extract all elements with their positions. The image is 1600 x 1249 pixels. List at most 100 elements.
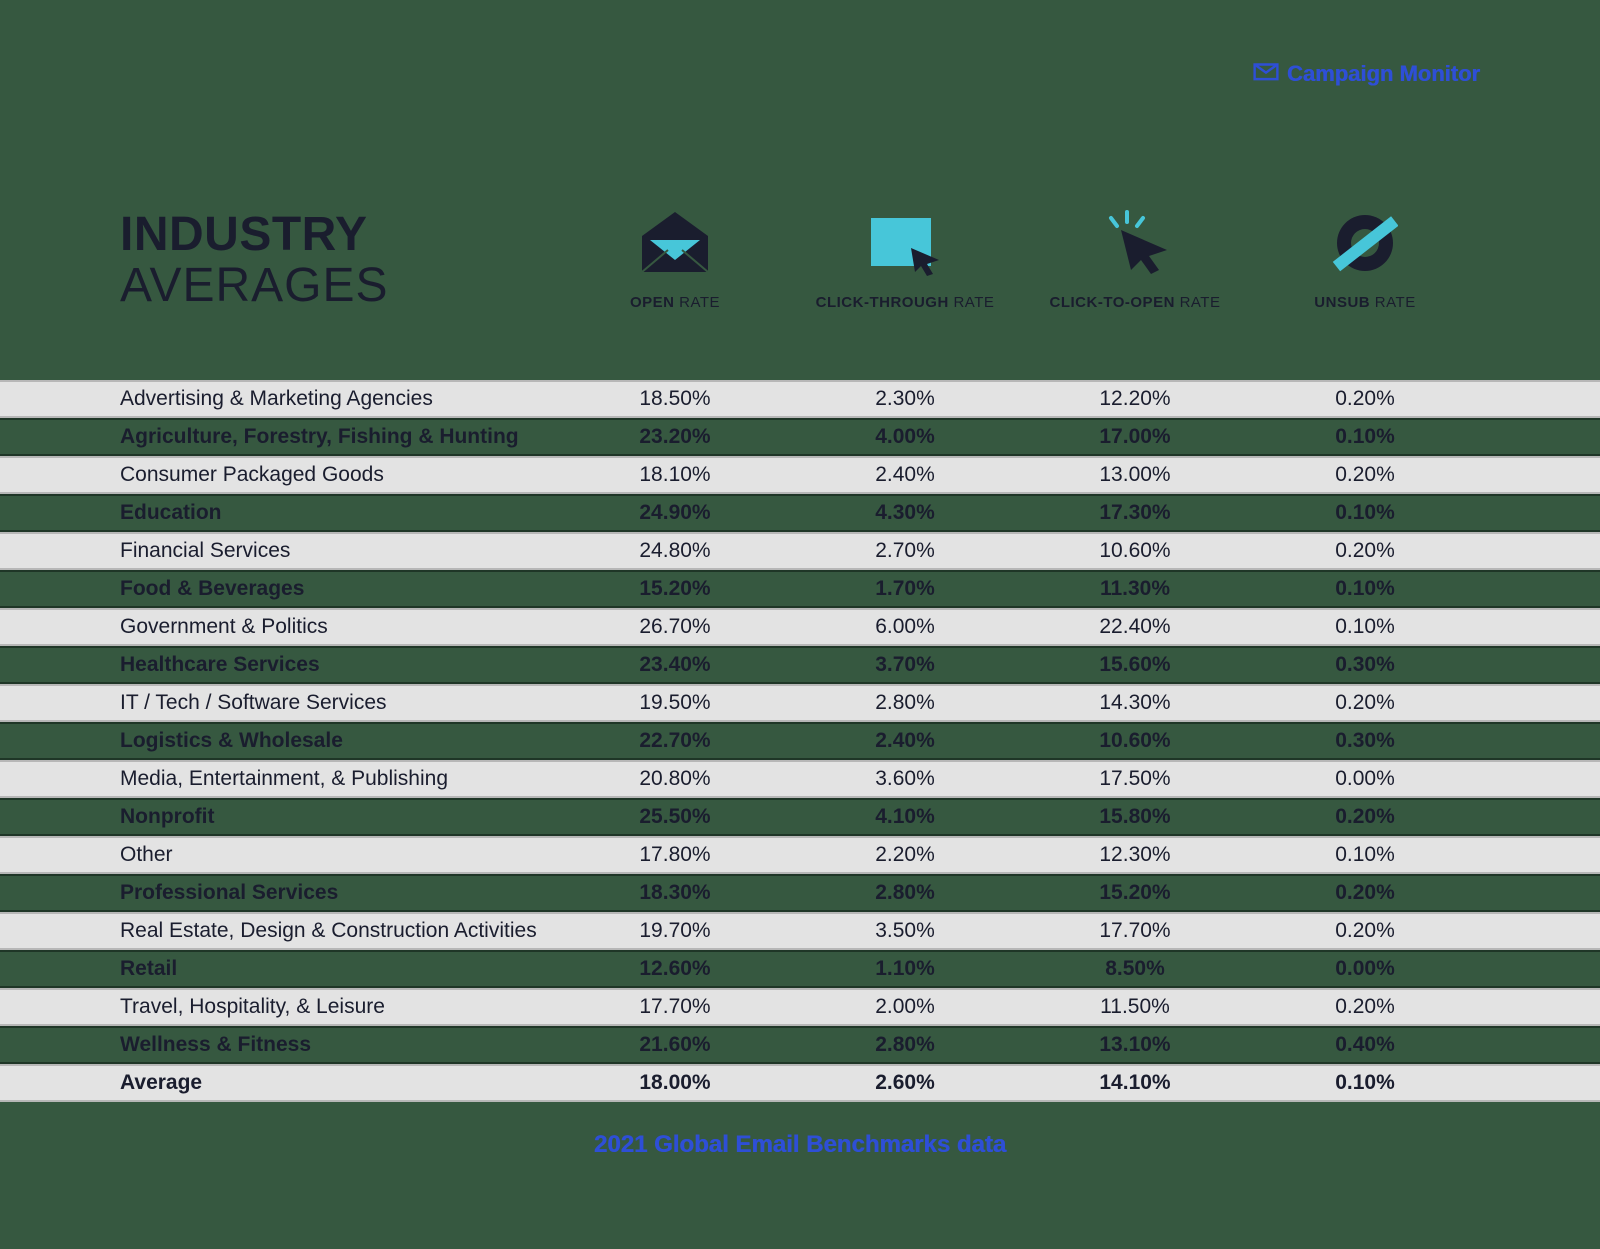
col-label: CLICK-THROUGH RATE	[816, 294, 995, 311]
cell-cto: 14.30%	[1020, 691, 1250, 715]
industry-name: Education	[120, 501, 560, 525]
cell-open: 24.90%	[560, 501, 790, 525]
col-label: CLICK-TO-OPEN RATE	[1050, 294, 1221, 311]
table-row: Advertising & Marketing Agencies18.50%2.…	[0, 380, 1600, 418]
cell-ctr: 4.10%	[790, 805, 1020, 829]
col-label: OPEN RATE	[630, 294, 720, 311]
cell-unsub: 0.40%	[1250, 1033, 1480, 1057]
industry-name: Average	[120, 1071, 560, 1095]
cell-ctr: 3.70%	[790, 653, 1020, 677]
cell-open: 18.50%	[560, 387, 790, 411]
header-row: INDUSTRY AVERAGES OPEN RATE	[120, 210, 1480, 311]
cell-open: 17.70%	[560, 995, 790, 1019]
cell-unsub: 0.10%	[1250, 501, 1480, 525]
unsub-rate-icon	[1332, 210, 1398, 276]
metric-headers: OPEN RATE CLICK-THROUGH RATE	[560, 210, 1480, 311]
click-rate-icon	[865, 210, 945, 276]
table-row: Average18.00%2.60%14.10%0.10%	[0, 1064, 1600, 1102]
cell-ctr: 1.70%	[790, 577, 1020, 601]
table-row: Other17.80%2.20%12.30%0.10%	[0, 836, 1600, 874]
cell-cto: 13.00%	[1020, 463, 1250, 487]
cell-unsub: 0.20%	[1250, 463, 1480, 487]
cell-cto: 8.50%	[1020, 957, 1250, 981]
cto-rate-icon	[1097, 210, 1173, 276]
title-line-1: INDUSTRY	[120, 210, 560, 260]
industry-table: Advertising & Marketing Agencies18.50%2.…	[0, 380, 1600, 1102]
cell-cto: 17.00%	[1020, 425, 1250, 449]
industry-name: Nonprofit	[120, 805, 560, 829]
cell-unsub: 0.10%	[1250, 1071, 1480, 1095]
table-row: Food & Beverages15.20%1.70%11.30%0.10%	[0, 570, 1600, 608]
table-row: Real Estate, Design & Construction Activ…	[0, 912, 1600, 950]
table-row: Logistics & Wholesale22.70%2.40%10.60%0.…	[0, 722, 1600, 760]
cell-unsub: 0.10%	[1250, 615, 1480, 639]
cell-ctr: 2.70%	[790, 539, 1020, 563]
table-row: Nonprofit25.50%4.10%15.80%0.20%	[0, 798, 1600, 836]
cell-cto: 12.20%	[1020, 387, 1250, 411]
cell-open: 17.80%	[560, 843, 790, 867]
cell-open: 23.40%	[560, 653, 790, 677]
cell-ctr: 2.60%	[790, 1071, 1020, 1095]
cell-unsub: 0.00%	[1250, 767, 1480, 791]
cell-open: 24.80%	[560, 539, 790, 563]
cell-unsub: 0.20%	[1250, 995, 1480, 1019]
cell-unsub: 0.10%	[1250, 843, 1480, 867]
industry-name: Consumer Packaged Goods	[120, 463, 560, 487]
cell-open: 19.50%	[560, 691, 790, 715]
cell-open: 20.80%	[560, 767, 790, 791]
cell-open: 18.00%	[560, 1071, 790, 1095]
col-label: UNSUB RATE	[1314, 294, 1415, 311]
table-row: Media, Entertainment, & Publishing20.80%…	[0, 760, 1600, 798]
cell-unsub: 0.10%	[1250, 577, 1480, 601]
brand-logo: Campaign Monitor	[1253, 60, 1480, 88]
cell-unsub: 0.10%	[1250, 425, 1480, 449]
cell-cto: 15.80%	[1020, 805, 1250, 829]
cell-ctr: 3.50%	[790, 919, 1020, 943]
cell-cto: 11.50%	[1020, 995, 1250, 1019]
cell-ctr: 3.60%	[790, 767, 1020, 791]
industry-name: Logistics & Wholesale	[120, 729, 560, 753]
industry-name: Professional Services	[120, 881, 560, 905]
table-row: Government & Politics26.70%6.00%22.40%0.…	[0, 608, 1600, 646]
industry-name: Healthcare Services	[120, 653, 560, 677]
industry-name: Other	[120, 843, 560, 867]
cell-unsub: 0.20%	[1250, 805, 1480, 829]
cell-ctr: 2.80%	[790, 691, 1020, 715]
cell-open: 15.20%	[560, 577, 790, 601]
cell-cto: 12.30%	[1020, 843, 1250, 867]
cell-cto: 10.60%	[1020, 729, 1250, 753]
col-ctr: CLICK-THROUGH RATE	[790, 210, 1020, 311]
cell-cto: 17.70%	[1020, 919, 1250, 943]
industry-name: Retail	[120, 957, 560, 981]
col-unsub: UNSUB RATE	[1250, 210, 1480, 311]
cell-unsub: 0.20%	[1250, 881, 1480, 905]
table-row: IT / Tech / Software Services19.50%2.80%…	[0, 684, 1600, 722]
cell-open: 12.60%	[560, 957, 790, 981]
cell-ctr: 1.10%	[790, 957, 1020, 981]
cell-open: 26.70%	[560, 615, 790, 639]
cell-open: 18.10%	[560, 463, 790, 487]
industry-name: IT / Tech / Software Services	[120, 691, 560, 715]
cell-ctr: 2.20%	[790, 843, 1020, 867]
cell-cto: 14.10%	[1020, 1071, 1250, 1095]
industry-name: Real Estate, Design & Construction Activ…	[120, 919, 560, 943]
industry-name: Media, Entertainment, & Publishing	[120, 767, 560, 791]
open-rate-icon	[638, 210, 712, 276]
envelope-icon	[1253, 60, 1279, 88]
table-row: Retail12.60%1.10%8.50%0.00%	[0, 950, 1600, 988]
col-open-rate: OPEN RATE	[560, 210, 790, 311]
cell-cto: 10.60%	[1020, 539, 1250, 563]
cell-ctr: 2.80%	[790, 881, 1020, 905]
table-row: Financial Services24.80%2.70%10.60%0.20%	[0, 532, 1600, 570]
cell-unsub: 0.30%	[1250, 729, 1480, 753]
cell-unsub: 0.20%	[1250, 387, 1480, 411]
brand-name: Campaign Monitor	[1287, 61, 1480, 87]
cell-ctr: 4.00%	[790, 425, 1020, 449]
cell-cto: 15.20%	[1020, 881, 1250, 905]
title-line-2: AVERAGES	[120, 261, 560, 311]
table-row: Agriculture, Forestry, Fishing & Hunting…	[0, 418, 1600, 456]
industry-name: Food & Beverages	[120, 577, 560, 601]
industry-name: Financial Services	[120, 539, 560, 563]
table-row: Professional Services18.30%2.80%15.20%0.…	[0, 874, 1600, 912]
cell-open: 21.60%	[560, 1033, 790, 1057]
